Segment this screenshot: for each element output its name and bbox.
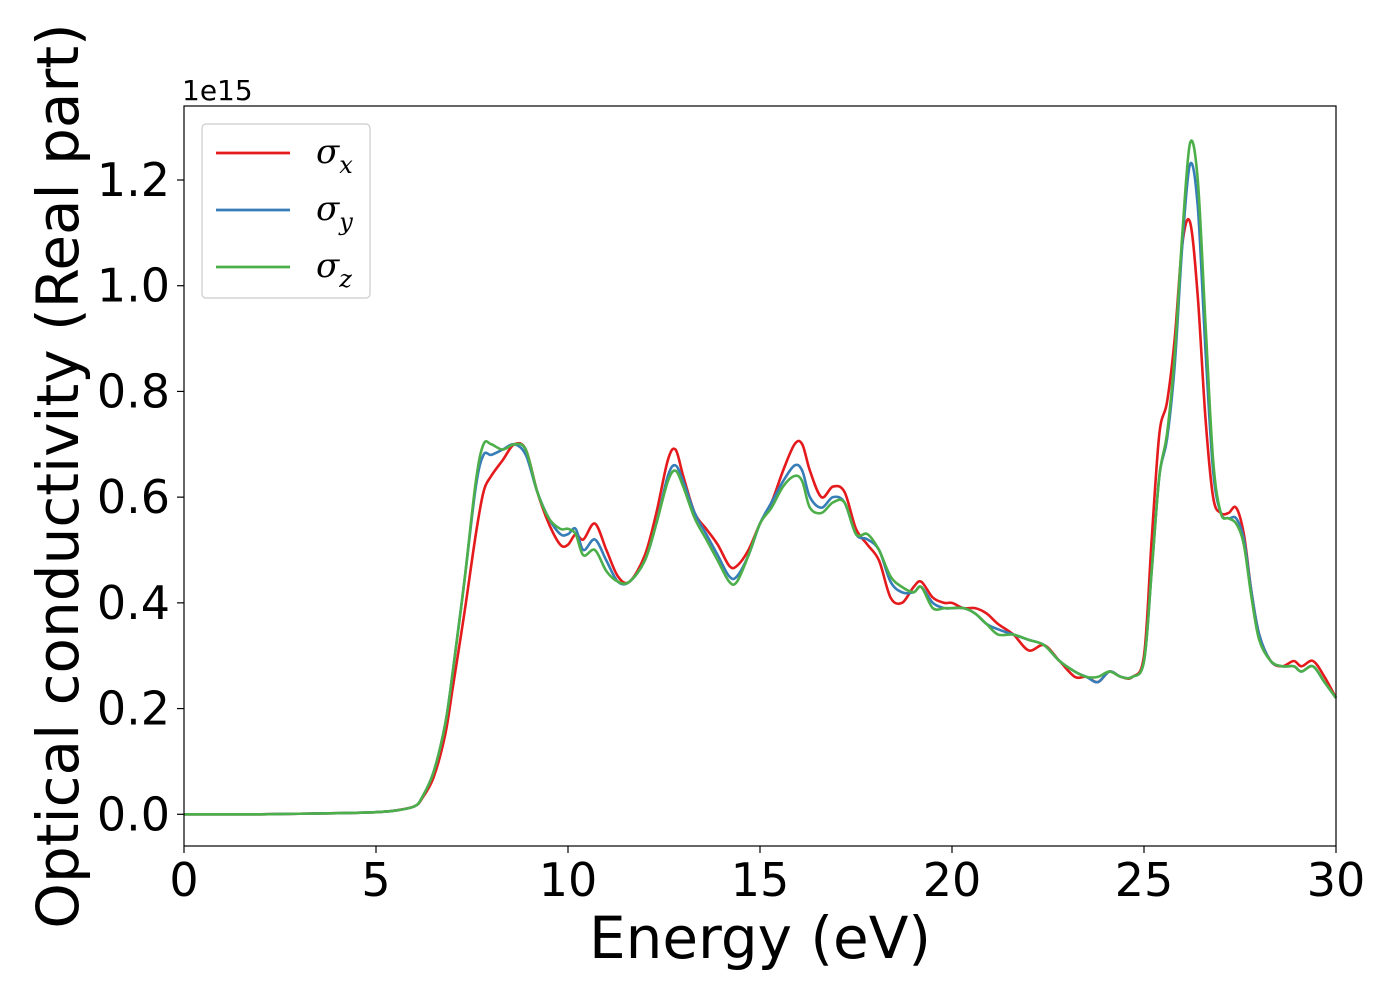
legend-label-x: σx — [316, 132, 353, 179]
y-tick-label: 0.8 — [97, 364, 170, 418]
legend-label-y: σy — [316, 189, 353, 236]
y-tick-label: 0.6 — [97, 470, 170, 524]
legend-label-z: σz — [316, 246, 352, 293]
series-line-x — [184, 217, 1338, 816]
series-line-z — [184, 139, 1338, 816]
x-tick-label: 5 — [361, 853, 390, 907]
x-tick-label: 15 — [731, 853, 790, 907]
y-tick-label: 1.0 — [97, 259, 170, 313]
y-tick-label: 1.2 — [97, 153, 170, 207]
x-axis-title: Energy (eV) — [589, 904, 931, 972]
legend: σx σy σz — [201, 123, 371, 299]
y-axis-ticks: 0.0 0.2 0.4 0.6 0.8 1.0 1.2 — [97, 153, 184, 841]
x-tick-label: 30 — [1307, 853, 1366, 907]
x-axis-ticks: 0 5 10 15 20 25 30 — [169, 846, 1365, 907]
y-tick-label: 0.4 — [97, 576, 170, 630]
series-layer — [184, 139, 1338, 816]
x-tick-label: 10 — [539, 853, 598, 907]
y-tick-label: 0.0 — [97, 787, 170, 841]
y-tick-label: 0.2 — [97, 682, 170, 736]
x-tick-label: 25 — [1115, 853, 1174, 907]
x-tick-label: 0 — [169, 853, 198, 907]
plot-background — [184, 106, 1336, 846]
x-tick-label: 20 — [923, 853, 982, 907]
y-offset-label: 1e15 — [182, 74, 253, 107]
y-axis-title: Optical conductivity (Real part) — [24, 23, 92, 928]
